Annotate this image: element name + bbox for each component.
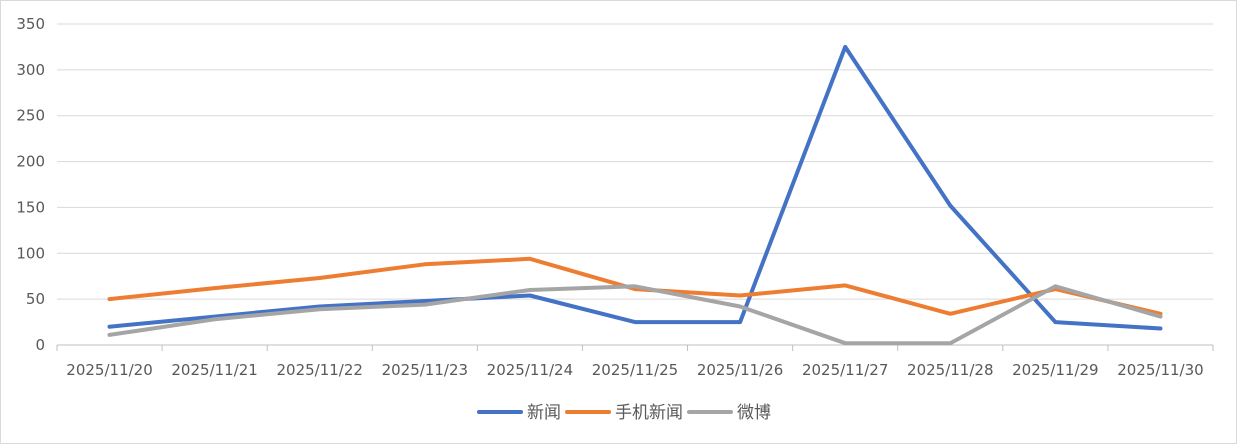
x-tick-label: 2025/11/24 [487, 361, 573, 379]
x-tick-label: 2025/11/23 [382, 361, 468, 379]
y-tick-label: 50 [26, 290, 45, 308]
legend-label: 微博 [737, 403, 771, 423]
gridlines [57, 23, 1213, 300]
y-tick-label: 0 [35, 336, 45, 354]
x-tick-label: 2025/11/20 [66, 361, 152, 379]
y-tick-label: 200 [16, 153, 45, 171]
legend: 新闻 手机新闻 微博 [477, 403, 771, 423]
series-line-3 [107, 284, 1163, 346]
series-line-2 [107, 256, 1163, 316]
y-tick-label: 300 [16, 61, 45, 79]
y-tick-label: 250 [16, 107, 45, 125]
y-tick-label: 100 [16, 244, 45, 262]
legend-label: 手机新闻 [615, 403, 683, 423]
x-tick-label: 2025/11/21 [171, 361, 257, 379]
x-tick-label: 2025/11/25 [592, 361, 678, 379]
series-line-1 [107, 44, 1163, 331]
axes: 0 50 100 150 200 250 300 350 2025/11/20 2025/11/2… [16, 15, 1214, 379]
x-tick-label: 2025/11/22 [276, 361, 362, 379]
series-lines [107, 44, 1163, 346]
x-tick-label: 2025/11/29 [1012, 361, 1098, 379]
x-tick-label: 2025/11/30 [1117, 361, 1203, 379]
y-tick-label: 150 [16, 198, 45, 216]
legend-label: 新闻 [527, 403, 561, 423]
x-tick-label: 2025/11/27 [802, 361, 888, 379]
x-tick-label: 2025/11/26 [697, 361, 783, 379]
y-tick-label: 350 [16, 15, 45, 33]
x-tick-label: 2025/11/28 [907, 361, 993, 379]
